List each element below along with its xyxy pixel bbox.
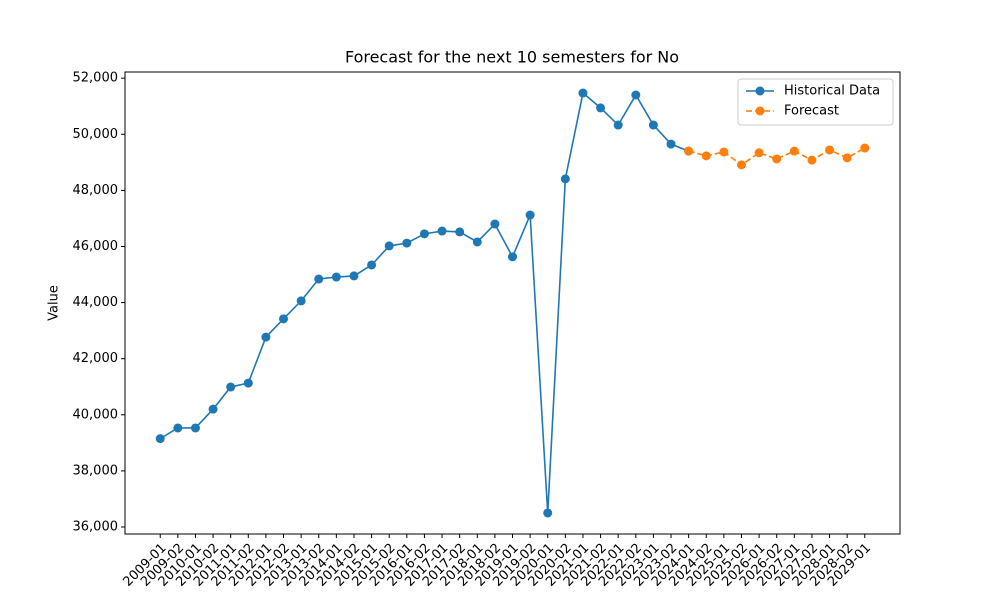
- data-point: [772, 154, 782, 164]
- chart-title: Forecast for the next 10 semesters for N…: [345, 48, 679, 67]
- data-point: [419, 229, 429, 239]
- y-axis-label: Value: [47, 285, 62, 321]
- data-point: [437, 226, 447, 236]
- data-point: [508, 252, 517, 262]
- data-point: [754, 148, 764, 158]
- data-point: [367, 260, 377, 270]
- data-point: [296, 296, 306, 306]
- y-tick-label: 44,000: [73, 295, 119, 310]
- data-point: [472, 237, 482, 247]
- y-tick-label: 46,000: [73, 239, 119, 254]
- data-point: [684, 146, 694, 156]
- data-point: [666, 139, 676, 149]
- legend: Historical Data Forecast: [737, 78, 894, 126]
- plot-frame: [124, 71, 901, 535]
- data-point: [860, 143, 870, 153]
- data-point: [243, 378, 253, 388]
- data-point: [455, 227, 465, 237]
- data-point: [701, 151, 711, 161]
- data-point: [560, 174, 570, 184]
- data-point: [261, 332, 271, 342]
- data-point: [155, 434, 165, 444]
- y-tick-label: 40,000: [73, 407, 119, 422]
- data-point: [578, 88, 588, 98]
- y-tick-label: 36,000: [73, 519, 119, 534]
- data-point: [613, 120, 623, 130]
- data-point: [825, 145, 835, 155]
- series-line: [688, 147, 866, 166]
- data-point: [208, 404, 218, 414]
- data-point: [736, 160, 746, 170]
- data-point: [190, 423, 200, 433]
- legend-marker: [755, 106, 765, 116]
- data-point: [789, 146, 799, 156]
- legend-marker: [755, 86, 765, 96]
- data-point: [631, 90, 641, 100]
- data-point: [719, 147, 729, 157]
- legend-label: Historical Data: [784, 84, 880, 99]
- data-point: [543, 508, 553, 518]
- data-point: [596, 103, 606, 113]
- series-line: [159, 91, 689, 514]
- legend-box: [737, 78, 894, 126]
- data-point: [226, 382, 236, 392]
- data-point: [279, 314, 289, 324]
- data-point: [384, 241, 394, 251]
- data-point: [331, 272, 341, 282]
- y-tick-label: 48,000: [73, 183, 119, 198]
- data-point: [648, 120, 658, 130]
- data-point: [402, 238, 412, 248]
- y-tick-label: 38,000: [73, 463, 119, 478]
- data-point: [349, 271, 359, 281]
- y-tick-label: 50,000: [73, 127, 119, 142]
- y-tick-label: 52,000: [73, 71, 119, 86]
- data-point: [314, 274, 324, 284]
- legend-label: Forecast: [784, 104, 839, 119]
- y-tick-label: 42,000: [73, 351, 119, 366]
- data-point: [807, 155, 817, 165]
- data-point: [842, 153, 852, 163]
- data-point: [525, 210, 535, 220]
- data-point: [173, 423, 183, 433]
- data-point: [490, 219, 500, 229]
